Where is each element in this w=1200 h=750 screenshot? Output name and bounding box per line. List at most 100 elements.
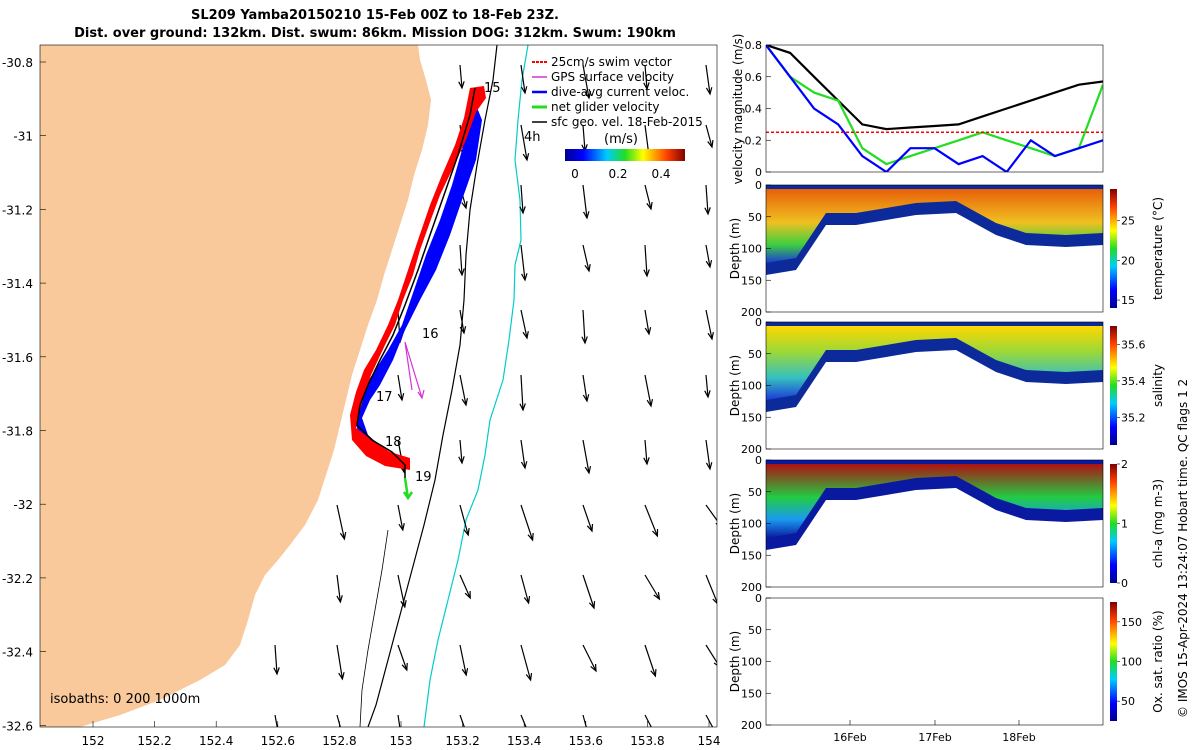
geo-velocity-arrow	[705, 644, 717, 666]
geo-velocity-arrow	[520, 574, 531, 605]
day-label-18: 18	[385, 435, 402, 450]
geo-velocity-arrow	[644, 574, 661, 601]
map-y-tick-label: -30.8	[2, 56, 33, 70]
colorbar-label: chl-a (mg m-3)	[1151, 479, 1165, 568]
day-label-19: 19	[415, 470, 432, 485]
depth-tick-label: 100	[741, 656, 762, 669]
depth-tick-label: 0	[755, 592, 762, 605]
geo-velocity-arrow	[397, 714, 401, 727]
depth-tick-label: 200	[741, 581, 762, 594]
depth-tick-label: 100	[741, 380, 762, 393]
geo-velocity-arrow	[582, 714, 587, 727]
geo-velocity-arrow	[458, 64, 465, 90]
geo-velocity-arrow	[644, 504, 659, 538]
geo-velocity-arrow	[336, 644, 345, 681]
map-legend: 25cm/s swim vector GPS surface velocity …	[532, 55, 703, 181]
day-label-16: 16	[422, 327, 439, 342]
time-tick-label: 17Feb	[918, 731, 951, 744]
geo-velocity-arrow	[705, 574, 717, 605]
geo-velocity-arrow	[520, 504, 534, 542]
time-axis-ticks: 16Feb 17Feb 18Feb	[833, 720, 1036, 744]
chart-subtitle: Dist. over ground: 132km. Dist. swum: 86…	[74, 26, 676, 41]
speed-colorbar	[565, 149, 685, 161]
glider-track-line	[356, 87, 476, 480]
depth-axis-label: Depth (m)	[728, 218, 742, 279]
colorbar-label: Ox. sat. ratio (%)	[1151, 610, 1165, 712]
geo-velocity-arrow	[644, 714, 652, 727]
depth-tick-label: 0	[755, 316, 762, 329]
legend-label-geo: sfc geo. vel. 18-Feb-2015	[551, 115, 703, 129]
depth-tick-label: 200	[741, 719, 762, 732]
colorbar-tick-02: 0.2	[608, 167, 627, 181]
velocity-lines	[766, 45, 1103, 172]
net-glider-velocity-arrow	[402, 477, 414, 501]
geo-velocity-arrow	[520, 124, 530, 162]
geo-velocity-arrow	[582, 64, 592, 100]
geo-velocity-arrow	[336, 714, 341, 727]
depth-tick-label: 0	[755, 179, 762, 192]
time-tick-label: 18Feb	[1002, 731, 1035, 744]
map-y-tick-label: -32.6	[2, 719, 33, 733]
geo-velocity-arrow	[705, 124, 714, 149]
geo-velocity-arrow	[705, 714, 714, 727]
colorbar-tick-04: 0.4	[651, 167, 670, 181]
velocity-y-tick-label: 0	[755, 166, 762, 179]
geo-velocity-arrow	[459, 574, 471, 600]
colorbar-units: (m/s)	[604, 132, 638, 147]
legend-label-dive: dive-avg current veloc.	[551, 85, 689, 99]
geo-velocity-arrow	[644, 309, 652, 336]
map-x-tick-label: 153.4	[507, 734, 541, 748]
geo-velocity-arrow	[336, 574, 343, 604]
section-panel-chl-a: 0 50 100 150 200 Depth (m) 0 1 2 chl-a (mg m-3)	[728, 454, 1165, 594]
geo-velocity-arrow	[397, 644, 408, 672]
depth-tick-label: 200	[741, 306, 762, 319]
map-x-tick-label: 152.6	[261, 734, 295, 748]
geo-velocity-arrow	[705, 439, 713, 471]
geo-velocity-arrow	[520, 244, 528, 282]
map-y-tick-label: -31.6	[2, 351, 33, 365]
map-y-tick-label: -32	[13, 498, 33, 512]
geo-velocity-arrow	[520, 309, 529, 340]
geo-velocity-arrow	[459, 644, 469, 677]
depth-tick-label: 150	[741, 687, 762, 700]
colorbar-tick-label: 35.4	[1121, 375, 1146, 388]
map-x-tick-label: 152	[82, 734, 105, 748]
colorbar-tick-label: 2	[1121, 458, 1128, 471]
map-x-tick-label: 153	[390, 734, 413, 748]
map-y-tick-label: -31	[13, 130, 33, 144]
geo-velocity-arrow	[582, 374, 590, 403]
section-colorbar	[1110, 189, 1117, 308]
depth-tick-label: 50	[748, 348, 762, 361]
velocity-series-line	[766, 45, 1103, 166]
depth-tick-label: 150	[741, 411, 762, 424]
map-x-tick-label: 153.8	[630, 734, 664, 748]
section-panel-salinity: 0 50 100 150 200 Depth (m) 35.2 35.4 35.6 salinit…	[728, 316, 1165, 456]
geo-velocity-arrow	[644, 184, 653, 211]
depth-tick-label: 100	[741, 518, 762, 531]
geo-velocity-arrow	[519, 374, 526, 412]
depth-axis-label: Depth (m)	[728, 631, 742, 692]
geo-velocity-arrow	[644, 374, 654, 408]
dive-current-swath	[355, 95, 482, 468]
colorbar-tick-label: 25	[1121, 215, 1135, 228]
geo-velocity-arrow	[459, 309, 467, 335]
legend-label-net: net glider velocity	[551, 100, 659, 114]
depth-axis-label: Depth (m)	[728, 493, 742, 554]
depth-tick-label: 200	[741, 443, 762, 456]
map-y-tick-label: -31.8	[2, 425, 33, 439]
day-label-17: 17	[376, 390, 393, 405]
geo-velocity-arrow	[704, 374, 711, 399]
geo-velocity-arrow	[520, 64, 528, 95]
geo-velocity-arrow	[581, 309, 588, 345]
geo-velocity-arrow	[459, 714, 465, 727]
map-x-tick-label: 152.8	[322, 734, 356, 748]
velocity-series-line	[766, 45, 1103, 172]
day-label-15: 15	[484, 81, 501, 96]
legend-label-swim: 25cm/s swim vector	[551, 55, 672, 69]
section-data-upper	[766, 189, 1103, 263]
geo-velocity-arrow	[397, 374, 405, 402]
colorbar-tick-label: 1	[1121, 518, 1128, 531]
geo-velocity-arrow	[643, 244, 650, 278]
geo-velocity-arrow	[582, 504, 594, 533]
colorbar-tick-label: 20	[1121, 254, 1135, 267]
